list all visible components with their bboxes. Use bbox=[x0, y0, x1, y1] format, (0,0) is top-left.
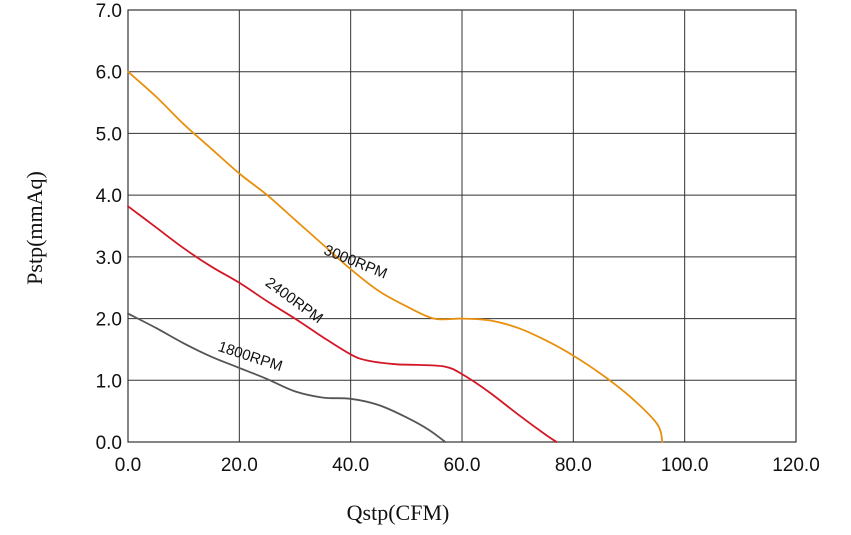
x-tick-label: 80.0 bbox=[555, 455, 592, 476]
series-label-3000rpm: 3000RPM bbox=[321, 242, 389, 283]
x-tick-label: 0.0 bbox=[115, 455, 141, 476]
x-tick-label: 20.0 bbox=[221, 455, 258, 476]
curves bbox=[127, 70, 664, 443]
y-axis-ticks: 0.0 1.0 2.0 3.0 4.0 5.0 6.0 7.0 bbox=[96, 1, 122, 454]
series-line-3000rpm bbox=[127, 70, 664, 443]
x-tick-label: 60.0 bbox=[444, 455, 481, 476]
series-label-2400rpm: 2400RPM bbox=[262, 274, 326, 327]
y-tick-label: 4.0 bbox=[96, 186, 122, 207]
x-axis-label: Qstp(CFM) bbox=[347, 500, 450, 525]
y-tick-label: 3.0 bbox=[96, 248, 122, 269]
y-tick-label: 1.0 bbox=[96, 371, 122, 392]
series-line-2400rpm bbox=[127, 205, 558, 443]
y-tick-label: 6.0 bbox=[96, 63, 122, 84]
y-tick-label: 0.0 bbox=[96, 433, 122, 454]
x-tick-label: 120.0 bbox=[772, 455, 820, 476]
y-tick-label: 2.0 bbox=[96, 310, 122, 331]
grid bbox=[127, 9, 797, 443]
y-axis-label: Pstp(mmAq) bbox=[22, 171, 47, 285]
series-label-1800rpm: 1800RPM bbox=[216, 338, 285, 375]
x-axis-ticks: 0.0 20.0 40.0 60.0 80.0 100.0 120.0 bbox=[115, 455, 820, 476]
x-tick-label: 100.0 bbox=[661, 455, 709, 476]
x-tick-label: 40.0 bbox=[332, 455, 369, 476]
y-tick-label: 7.0 bbox=[96, 1, 122, 22]
series-line-1800rpm bbox=[127, 312, 447, 443]
plot-frame bbox=[127, 9, 797, 443]
y-tick-label: 5.0 bbox=[96, 124, 122, 145]
